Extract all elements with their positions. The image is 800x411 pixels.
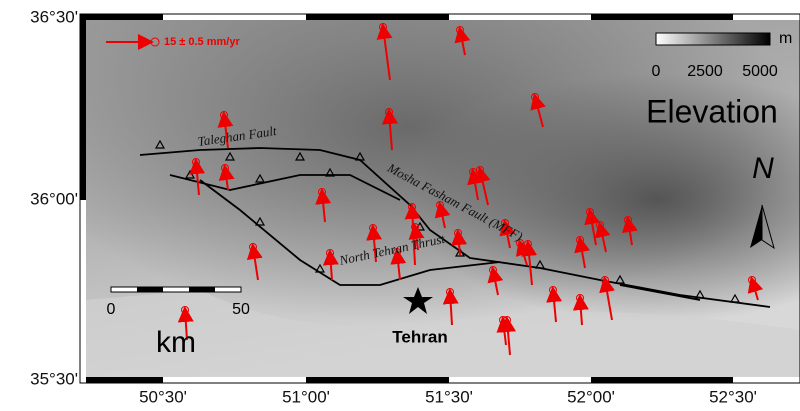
lat-label: 36°30' [30,7,78,26]
frame-segment [449,14,591,20]
frame-segment [733,14,800,20]
frame-segment [86,377,163,383]
frame-segment [80,14,86,200]
lat-label: 36°00' [30,189,78,208]
scale-tick: 0 [107,301,116,318]
lon-label: 51°00' [282,387,330,406]
frame-segment [80,200,86,383]
lon-label: 50°30' [139,387,187,406]
lon-label: 52°30' [709,387,757,406]
elevation-unit: m [779,30,792,47]
north-label: N [752,152,774,185]
elevation-title: Elevation [646,93,778,129]
frame-segment [591,14,733,20]
lon-label: 52°00' [567,387,615,406]
scale-tick: 50 [232,301,250,318]
scale-unit: km [156,326,196,359]
latitude-labels: 36°30' 36°00' 35°30' [30,7,78,388]
city-label: Tehran [392,327,447,346]
elevation-tick: 0 [652,63,661,80]
lat-label: 35°30' [30,369,78,388]
elevation-tick: 2500 [687,63,723,80]
longitude-labels: 50°30' 51°00' 51°30' 52°00' 52°30' [139,387,757,406]
lon-label: 51°30' [425,387,473,406]
map-figure: 15 ± 0.5 mm/yr m 0 2500 5000 Elevation N… [0,0,800,411]
frame-segment [306,14,449,20]
frame-segment [306,377,449,383]
elevation-tick: 5000 [742,63,778,80]
frame-segment [449,377,591,383]
frame-segment [733,377,800,383]
velocity-legend-label: 15 ± 0.5 mm/yr [164,36,240,48]
frame-segment [86,14,163,20]
frame-segment [163,377,306,383]
frame-segment [591,377,733,383]
frame-segment [163,14,306,20]
